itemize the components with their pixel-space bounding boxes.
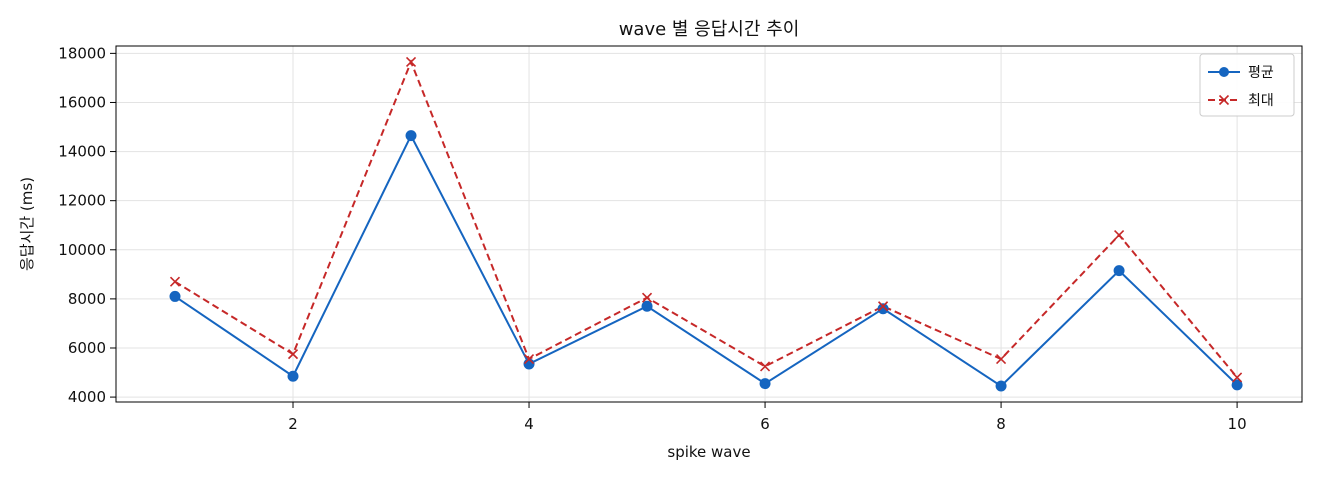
y-tick-label: 8000 bbox=[68, 290, 106, 308]
series-point-1 bbox=[877, 301, 889, 312]
y-tick-label: 4000 bbox=[68, 388, 106, 406]
legend-box bbox=[1199, 53, 1295, 117]
series-point-1 bbox=[1114, 229, 1125, 241]
series-point-0 bbox=[759, 378, 771, 390]
series-point-1 bbox=[996, 353, 1007, 365]
y-axis-label: 응답시간 (ms) bbox=[18, 177, 36, 271]
series-layer bbox=[169, 56, 1243, 392]
series-line-1 bbox=[174, 59, 1238, 379]
series-point-0 bbox=[641, 300, 653, 312]
series-point-0 bbox=[523, 358, 535, 370]
series-point-0 bbox=[1113, 265, 1125, 277]
plot-frame bbox=[115, 45, 1303, 403]
series-point-1 bbox=[759, 361, 771, 372]
chart-title: wave 별 응답시간 추이 bbox=[619, 19, 800, 40]
y-tick-label: 12000 bbox=[58, 192, 106, 210]
axis-ticks: 2 4 6 8 10 4000 6000 8000 10000 12000 14000 16000 18… bbox=[58, 44, 1246, 433]
y-tick-label: 18000 bbox=[58, 44, 106, 62]
series-point-1 bbox=[523, 353, 535, 365]
x-tick-label: 6 bbox=[760, 415, 770, 433]
grid bbox=[116, 46, 1302, 402]
series-point-0 bbox=[877, 303, 889, 315]
legend-item-1: 최대 bbox=[1208, 93, 1274, 109]
y-tick-label: 6000 bbox=[68, 339, 106, 357]
series-point-1 bbox=[405, 56, 417, 68]
x-tick-label: 4 bbox=[524, 415, 534, 433]
y-tick-label: 10000 bbox=[58, 241, 106, 259]
series-point-0 bbox=[169, 290, 181, 302]
series-point-1 bbox=[1232, 372, 1243, 383]
legend-item-0: 평균 bbox=[1208, 65, 1274, 81]
series-point-0 bbox=[995, 380, 1007, 392]
legend-label: 평균 bbox=[1248, 65, 1274, 81]
series-point-0 bbox=[287, 370, 299, 382]
y-tick-label: 14000 bbox=[58, 143, 106, 161]
series-point-1 bbox=[287, 349, 299, 360]
x-axis-label: spike wave bbox=[667, 443, 750, 461]
x-tick-label: 2 bbox=[288, 415, 298, 433]
legend-label: 최대 bbox=[1248, 93, 1274, 109]
x-tick-label: 8 bbox=[996, 415, 1006, 433]
legend-marker bbox=[1219, 67, 1229, 77]
series-point-1 bbox=[169, 276, 181, 287]
series-point-1 bbox=[641, 292, 653, 303]
series-point-0 bbox=[405, 130, 417, 142]
series-line-0 bbox=[174, 133, 1238, 388]
y-tick-label: 16000 bbox=[58, 93, 106, 111]
x-tick-label: 10 bbox=[1228, 415, 1247, 433]
series-point-0 bbox=[1231, 379, 1243, 391]
